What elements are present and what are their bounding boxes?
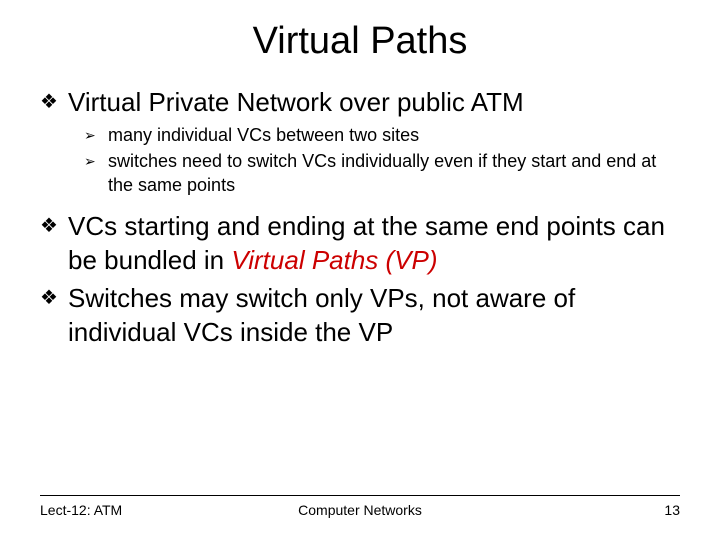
point-2-emphasis: Virtual Paths (VP)	[231, 245, 437, 275]
arrow-bullet-icon: ➢	[84, 123, 108, 147]
point-2-text: VCs starting and ending at the same end …	[68, 209, 680, 277]
slide-footer: Lect-12: ATM Computer Networks 13	[40, 495, 680, 518]
footer-page-number: 13	[664, 502, 680, 518]
diamond-bullet-icon: ❖	[40, 85, 68, 119]
bullet-level1: ❖ Switches may switch only VPs, not awar…	[40, 281, 680, 349]
diamond-bullet-icon: ❖	[40, 281, 68, 315]
point-3-text: Switches may switch only VPs, not aware …	[68, 281, 680, 349]
bullet-level2: ➢ many individual VCs between two sites	[84, 123, 680, 147]
footer-left: Lect-12: ATM	[40, 502, 122, 518]
footer-center: Computer Networks	[40, 502, 680, 518]
slide-title: Virtual Paths	[40, 20, 680, 63]
bullet-level1: ❖ VCs starting and ending at the same en…	[40, 209, 680, 277]
bullet-level2: ➢ switches need to switch VCs individual…	[84, 149, 680, 197]
point-1b-text: switches need to switch VCs individually…	[108, 149, 680, 197]
diamond-bullet-icon: ❖	[40, 209, 68, 243]
point-1-text: Virtual Private Network over public ATM	[68, 85, 524, 119]
bullet-level1: ❖ Virtual Private Network over public AT…	[40, 85, 680, 119]
arrow-bullet-icon: ➢	[84, 149, 108, 173]
point-1a-text: many individual VCs between two sites	[108, 123, 419, 147]
